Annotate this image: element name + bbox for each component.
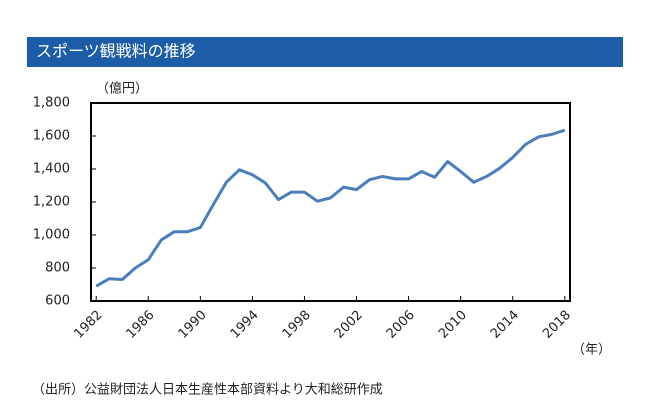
y-tick-label: 600 <box>45 294 70 309</box>
y-tick-label: 800 <box>45 261 70 276</box>
y-axis-label: （億円） <box>96 81 148 97</box>
title-bar <box>27 37 623 67</box>
chart-title: スポーツ観戦料の推移 <box>36 42 196 61</box>
x-tick-label: 1990 <box>176 308 210 342</box>
x-tick-label: 1982 <box>72 308 106 342</box>
x-tick-label: 2018 <box>540 308 574 342</box>
y-tick-label: 1,200 <box>33 195 70 210</box>
x-tick-label: 1986 <box>124 308 158 342</box>
y-tick-label: 1,400 <box>33 162 70 177</box>
plot-frame <box>90 102 571 302</box>
x-tick-label: 2006 <box>384 308 418 342</box>
x-tick-label: 2014 <box>488 308 522 342</box>
x-tick-label: 1998 <box>280 308 314 342</box>
x-tick-label: 2002 <box>332 308 366 342</box>
x-tick-label: 1994 <box>228 308 262 342</box>
x-axis-label: （年） <box>572 343 611 358</box>
data-line <box>95 128 566 288</box>
y-tick-label: 1,800 <box>33 96 70 111</box>
y-tick-label: 1,000 <box>33 228 70 243</box>
source-note: （出所）公益財団法人日本生産性本部資料より大和総研作成 <box>32 382 383 398</box>
x-tick-label: 2010 <box>436 308 470 342</box>
y-tick-label: 1,600 <box>33 129 70 144</box>
